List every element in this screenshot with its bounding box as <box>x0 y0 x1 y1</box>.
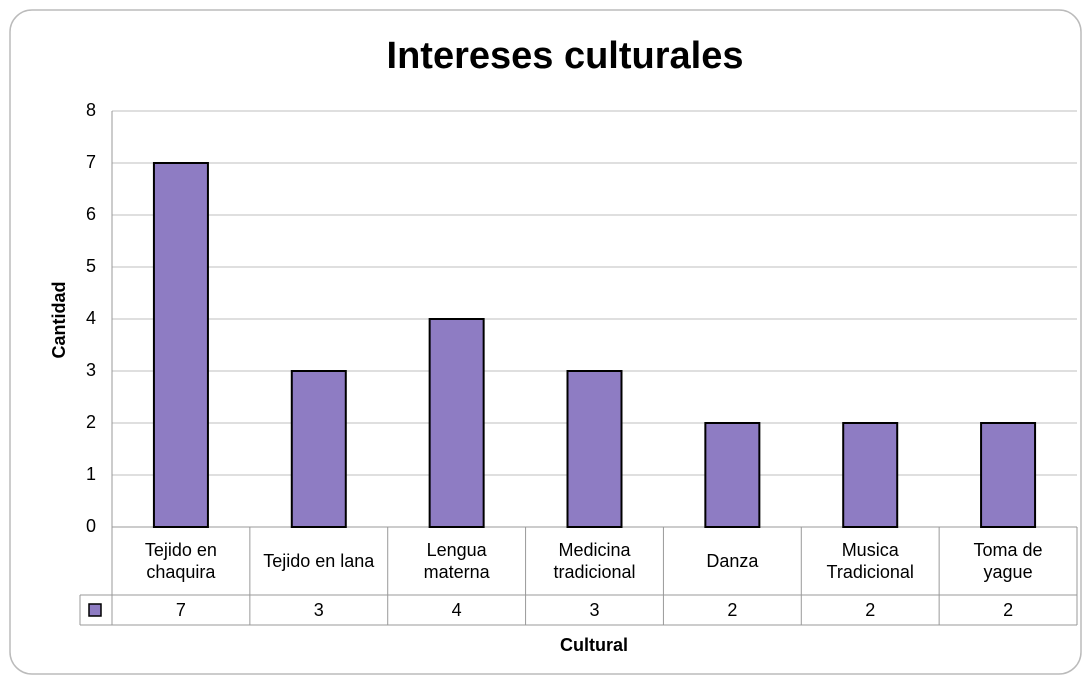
y-tick-label: 2 <box>86 412 96 432</box>
table-value: 3 <box>314 600 324 620</box>
bar <box>566 370 623 528</box>
x-tick-label-box: Danza <box>706 551 759 571</box>
table-value: 3 <box>589 600 599 620</box>
x-tick-label-box: Toma de yague <box>973 540 1043 582</box>
table-value: 7 <box>176 600 186 620</box>
y-tick-label: 3 <box>86 360 96 380</box>
bar <box>428 318 485 528</box>
x-tick-label-box: Lengua materna <box>423 540 490 582</box>
bar <box>980 422 1037 528</box>
bar <box>290 370 347 528</box>
x-axis-title: Cultural <box>560 635 628 655</box>
y-tick-label: 8 <box>86 100 96 120</box>
chart-title: Intereses culturales <box>387 35 744 77</box>
bar <box>704 422 761 528</box>
legend-key <box>88 603 102 617</box>
table-value: 2 <box>727 600 737 620</box>
y-axis-title: Cantidad <box>49 281 69 358</box>
bar <box>152 162 209 528</box>
table-value: 2 <box>1003 600 1013 620</box>
y-tick-label: 1 <box>86 464 96 484</box>
x-tick-label-box: Tejido en lana <box>263 551 375 571</box>
y-tick-label: 0 <box>86 516 96 536</box>
x-tick-label-box: Medicina tradicional <box>553 540 636 582</box>
chart-frame <box>9 9 1082 675</box>
table-value: 2 <box>865 600 875 620</box>
y-tick-label: 6 <box>86 204 96 224</box>
x-tick-label: Lengua materna <box>423 540 490 582</box>
x-tick-label: Tejido en chaquira <box>144 540 217 582</box>
bar <box>842 422 899 528</box>
y-tick-label: 5 <box>86 256 96 276</box>
y-tick-label: 4 <box>86 308 96 328</box>
x-tick-label: Musica Tradicional <box>826 540 914 582</box>
y-tick-label: 7 <box>86 152 96 172</box>
x-tick-label: Toma de yague <box>973 540 1043 582</box>
x-tick-label-box: Tejido en chaquira <box>144 540 217 582</box>
table-value: 4 <box>452 600 462 620</box>
x-tick-label-box: Musica Tradicional <box>826 540 914 582</box>
x-tick-label: Danza <box>706 551 759 571</box>
x-tick-label: Medicina tradicional <box>553 540 636 582</box>
x-tick-label: Tejido en lana <box>263 551 375 571</box>
